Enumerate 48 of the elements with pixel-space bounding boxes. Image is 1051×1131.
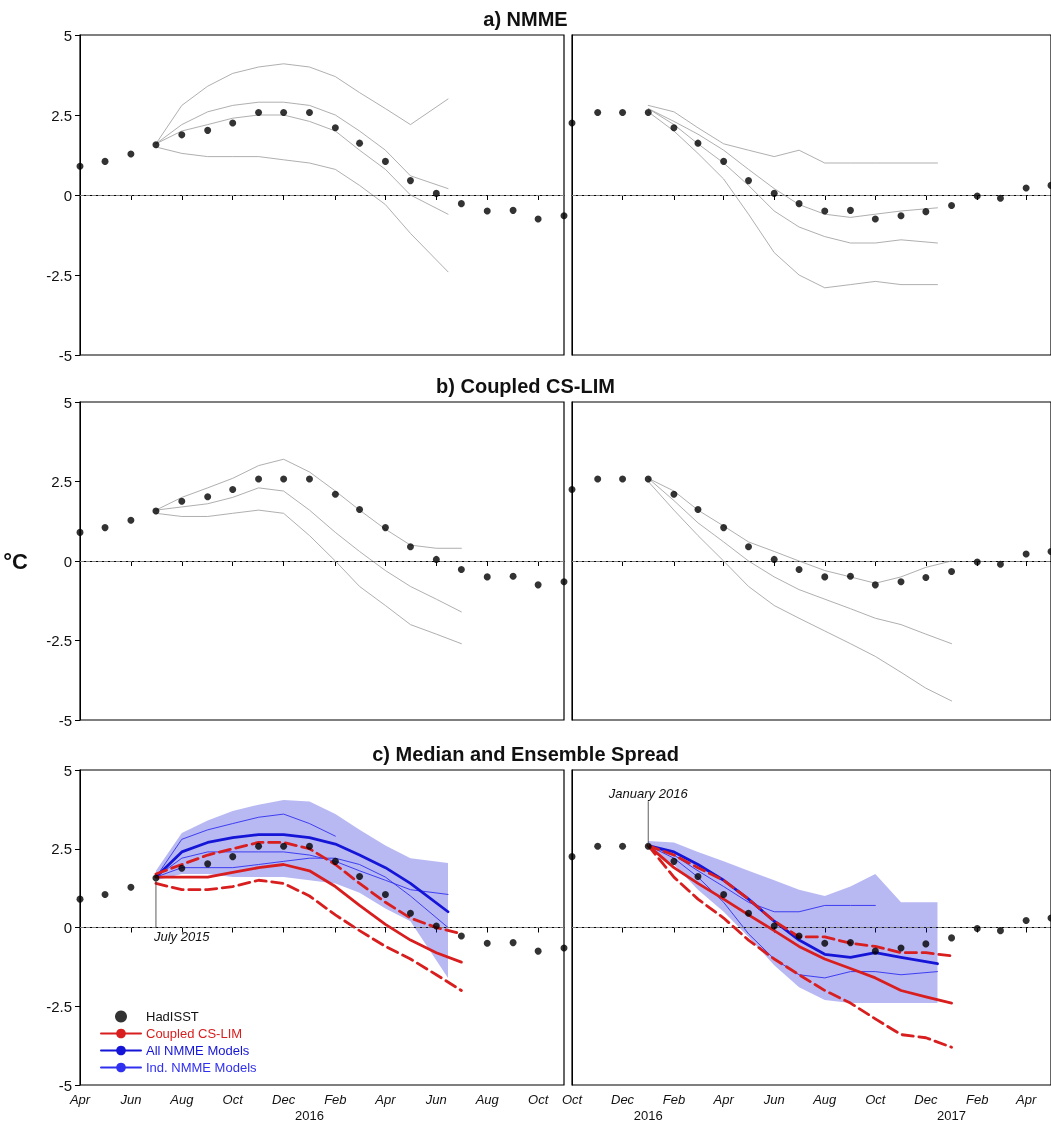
y-tick-label: 0 [63, 919, 72, 936]
x-tick-label: Jun [762, 1092, 785, 1107]
x-tick-label: Oct [528, 1092, 550, 1107]
x-tick-label: Aug [474, 1092, 500, 1107]
text: 2016 [633, 1107, 663, 1123]
chart-title: c) Median and Ensemble Spread [372, 743, 679, 765]
x-tick-label: Aug [812, 1092, 838, 1107]
x-tick-label: Oct [561, 1092, 584, 1107]
x-tick-label: Apr [712, 1092, 735, 1107]
x-tick-label: Feb [966, 1092, 989, 1107]
y-axis-title: °C [3, 548, 29, 574]
y-tick-label: 5 [63, 761, 72, 779]
x-tick-label: Dec [914, 1092, 938, 1107]
x-tick-label: Jun [119, 1092, 142, 1107]
y-tick-label: 0 [63, 186, 72, 204]
annotation: July 2015 [152, 928, 211, 944]
y-tick-label: -5 [58, 711, 72, 729]
x-tick-label: Apr [1015, 1092, 1037, 1107]
y-tick-label: 5 [63, 393, 72, 411]
x-tick-label: Dec [272, 1092, 296, 1107]
x-tick-label: Dec [610, 1092, 635, 1107]
y-tick-label: 0 [63, 552, 72, 570]
y-tick-label: -5 [58, 346, 72, 364]
y-tick-label: 5 [63, 26, 72, 44]
legend-label: HadISST [146, 1009, 199, 1024]
x-tick-label: Apr [374, 1092, 397, 1107]
x-tick-label: Feb [324, 1092, 347, 1107]
legend-label: Ind. NMME Models [146, 1060, 258, 1075]
text: 2017 [937, 1107, 967, 1123]
x-tick-label: Oct [865, 1092, 887, 1107]
x-tick-label: Aug [169, 1092, 195, 1107]
y-tick-label: 2.5 [51, 840, 72, 858]
chart-title: a) NMME [483, 8, 568, 30]
x-tick-label: Feb [662, 1092, 686, 1107]
y-tick-label: 2.5 [51, 473, 72, 490]
y-tick-label: -5 [58, 1076, 72, 1094]
annotation: January 2016 [607, 785, 689, 801]
legend-label: Coupled CS-LIM [146, 1026, 243, 1041]
y-tick-label: 2.5 [51, 106, 72, 124]
x-tick-label: Oct [222, 1092, 245, 1107]
x-tick-label: Jun [424, 1092, 447, 1107]
chart-title: b) Coupled CS-LIM [436, 375, 615, 397]
y-tick-label: -2.5 [46, 266, 72, 284]
y-tick-label: -2.5 [46, 997, 72, 1015]
x-tick-label: Apr [68, 1092, 91, 1107]
legend-label: All NMME Models [146, 1043, 250, 1058]
text: 2016 [295, 1107, 324, 1123]
y-tick-label: -2.5 [46, 632, 72, 649]
